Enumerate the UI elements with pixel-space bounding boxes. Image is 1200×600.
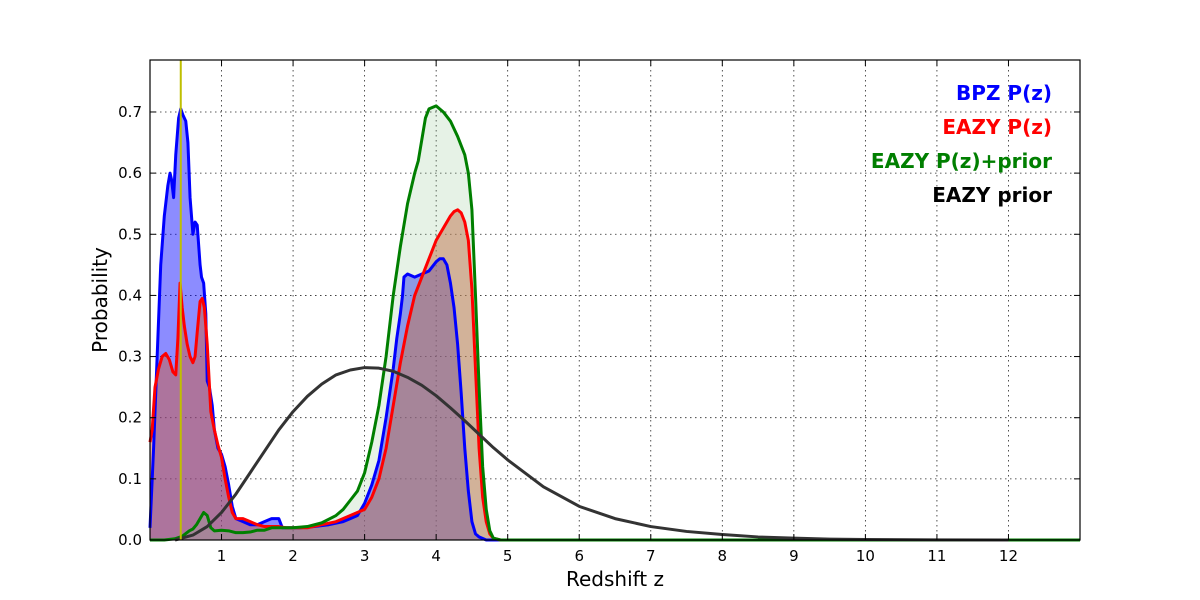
- y-tick-label: 0.4: [118, 286, 142, 304]
- tick-labels: 1 2 3 4 5 6 7 8 9 10 11 120.00.10.20.30.40.50.60.7: [118, 103, 1018, 565]
- legend-entry-1: EAZY P(z): [942, 115, 1052, 139]
- series-fill-1: [150, 209, 1080, 540]
- plot-frame: [149, 59, 1081, 541]
- legend-entry-3: EAZY prior: [932, 183, 1052, 207]
- x-tick-label: 8: [718, 547, 728, 565]
- y-tick-label: 0.1: [118, 470, 142, 488]
- x-tick-label: 2: [288, 547, 298, 565]
- x-tick-label: 3: [360, 547, 370, 565]
- series-fill-0: [150, 108, 1080, 541]
- x-tick-label: 1: [217, 547, 227, 565]
- series-line-3: [174, 366, 1009, 542]
- x-tick-label: 6: [574, 547, 584, 565]
- x-tick-label: 10: [856, 547, 875, 565]
- y-tick-label: 0.7: [118, 103, 142, 121]
- series-line-2: [150, 104, 1080, 542]
- y-tick-label: 0.3: [118, 348, 142, 366]
- y-tick-label: 0.6: [118, 164, 142, 182]
- legend-entry-0: BPZ P(z): [956, 81, 1052, 105]
- x-tick-label: 12: [999, 547, 1018, 565]
- legend-entry-2: EAZY P(z)+prior: [871, 149, 1052, 173]
- x-tick-label: 7: [646, 547, 656, 565]
- legend: BPZ P(z) EAZY P(z) EAZY P(z)+prior EAZY pri…: [871, 81, 1052, 207]
- x-axis-label: Redshift z: [566, 567, 664, 591]
- x-tick-label: 4: [431, 547, 441, 565]
- y-tick-label: 0.2: [118, 409, 142, 427]
- axes: [149, 59, 1081, 541]
- y-tick-label: 0.0: [118, 531, 142, 549]
- x-tick-label: 9: [789, 547, 799, 565]
- grid-lines: [150, 60, 1080, 540]
- series-lines: [148, 104, 1080, 542]
- y-tick-label: 0.5: [118, 225, 142, 243]
- x-tick-label: 5: [503, 547, 513, 565]
- series-line-1: [148, 208, 1080, 542]
- series-line-0: [148, 107, 1080, 542]
- y-axis-label: Probability: [88, 247, 112, 353]
- x-tick-label: 11: [927, 547, 946, 565]
